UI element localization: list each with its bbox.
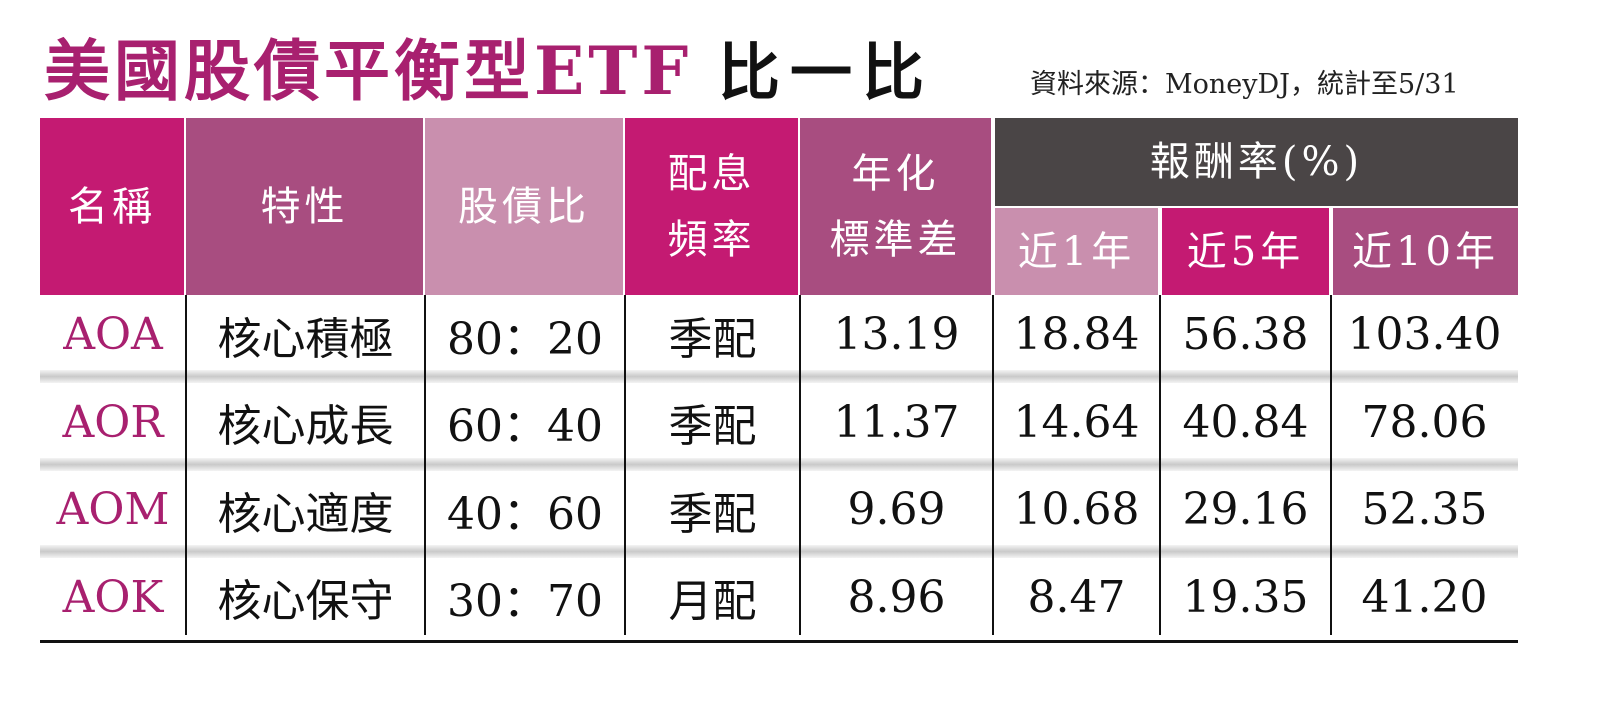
table-cell: 14.64 [1013, 396, 1140, 448]
bottom-rule [40, 640, 1518, 643]
column-divider [624, 295, 626, 635]
table-cell: 11.37 [833, 396, 960, 448]
table-cell: 18.84 [1013, 309, 1140, 360]
subheader-cell: 近1年 [995, 208, 1158, 295]
title: 美國股債平衡型ETF [44, 32, 693, 110]
source-note: 資料來源：MoneyDJ，統計至5/31 [1030, 69, 1459, 100]
table-cell: 41.20 [1361, 571, 1488, 623]
row-separator [40, 370, 1518, 383]
table-cell: 核心積極 [217, 313, 394, 365]
header-line: 配息 [667, 150, 756, 197]
subheader-cell: 近10年 [1333, 208, 1518, 295]
table-cell: 52.35 [1361, 484, 1488, 535]
table-cell: 核心保守 [217, 576, 394, 627]
etf-name: AOM [56, 484, 170, 535]
row-separator [40, 457, 1518, 471]
table-cell: 30：70 [447, 576, 603, 627]
header-line: 股債比 [458, 183, 590, 230]
table-cell: 29.16 [1182, 484, 1309, 535]
column-divider [992, 295, 994, 635]
subheader-cell: 近5年 [1162, 208, 1329, 295]
table-cell: 季配 [668, 488, 757, 540]
table-cell: 78.06 [1361, 396, 1488, 448]
etf-name: AOK [62, 571, 164, 623]
header-cell: 配息 頻率 [625, 118, 798, 295]
group-header: 報酬率(%) [995, 118, 1518, 206]
table-cell: 8.96 [847, 571, 946, 623]
table-cell: 40.84 [1182, 396, 1309, 448]
table-cell: 60：40 [447, 401, 603, 452]
column-divider [185, 295, 187, 635]
table-cell: 核心適度 [217, 488, 394, 540]
column-divider [799, 295, 801, 635]
column-divider [1330, 295, 1332, 635]
table-cell: 19.35 [1182, 571, 1309, 623]
table-cell: 56.38 [1182, 309, 1309, 360]
etf-name: AOR [62, 396, 164, 448]
table-cell: 8.47 [1027, 571, 1126, 623]
header-cell: 年化 標準差 [800, 118, 991, 295]
table-cell: 103.40 [1347, 309, 1502, 360]
table-cell: 月配 [668, 576, 757, 627]
header-cell: 特性 [186, 118, 423, 295]
table-cell: 80：20 [447, 313, 603, 365]
header-line: 標準差 [829, 216, 962, 263]
table-cell: 9.69 [847, 484, 946, 535]
etf-name: AOA [63, 309, 163, 360]
header-line: 年化 [851, 150, 940, 197]
table-cell: 13.19 [833, 309, 960, 360]
header-line: 頻率 [667, 216, 756, 263]
table-cell: 季配 [668, 401, 757, 452]
row-separator [40, 545, 1518, 558]
column-divider [424, 295, 426, 635]
header-line: 特性 [260, 183, 349, 230]
table-cell: 核心成長 [217, 401, 394, 452]
column-divider [1159, 295, 1161, 635]
header-cell: 名稱 [40, 118, 184, 295]
header-cell: 股債比 [425, 118, 623, 295]
table-cell: 季配 [668, 313, 757, 365]
table-cell: 40：60 [447, 488, 603, 540]
table-cell: 10.68 [1013, 484, 1140, 535]
header-line: 名稱 [68, 183, 156, 230]
title-suffix: 比一比 [718, 36, 935, 109]
